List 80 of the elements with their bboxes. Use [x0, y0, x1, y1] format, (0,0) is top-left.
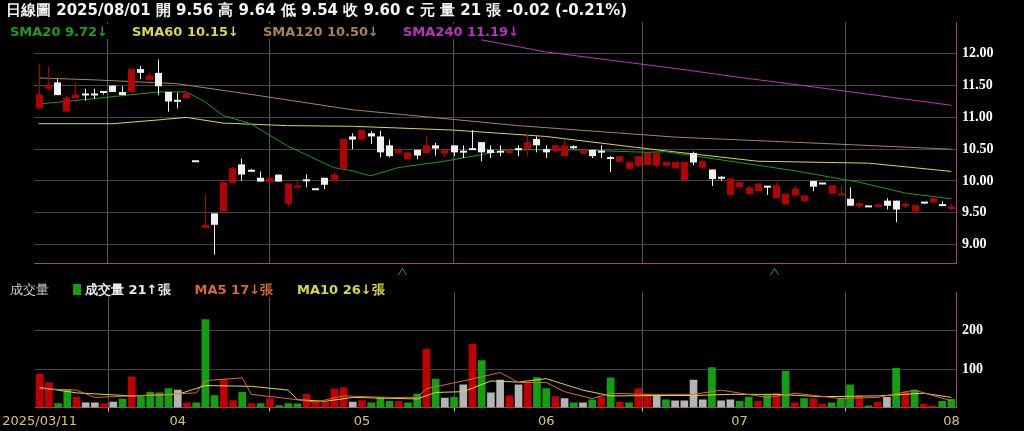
candlestick	[36, 62, 43, 111]
bar	[109, 401, 118, 408]
bar	[348, 401, 357, 408]
y-tick-label: 200	[962, 322, 983, 338]
bar	[800, 398, 808, 408]
bar	[827, 402, 836, 408]
bar	[698, 399, 707, 408]
y-tick-label: 11.00	[962, 108, 993, 124]
bar	[358, 400, 366, 408]
y-tick-label: 9.00	[962, 236, 987, 252]
candlestick	[202, 193, 209, 229]
y-tick-label: 9.50	[962, 204, 987, 220]
candlestick	[847, 186, 854, 207]
bar	[652, 395, 661, 408]
bar	[192, 402, 201, 408]
x-tick-label: 07	[731, 412, 748, 428]
bar	[127, 376, 136, 408]
bar	[505, 395, 514, 408]
bar	[873, 401, 882, 408]
bar	[477, 360, 486, 408]
y-tick-label: 100	[962, 360, 983, 376]
bar	[100, 403, 108, 408]
bar	[662, 399, 670, 408]
text: MA5 17↓張	[192, 282, 276, 297]
bar	[173, 389, 182, 408]
bar	[560, 398, 569, 408]
bar	[754, 400, 762, 408]
candlestick	[524, 132, 531, 157]
text: MA10 26↓張	[295, 282, 387, 297]
candlestick	[155, 59, 162, 96]
bar	[708, 367, 716, 408]
bar	[809, 398, 818, 408]
bar	[569, 402, 578, 408]
bar	[441, 397, 449, 408]
bar	[450, 397, 458, 408]
y-tick-label: 11.50	[962, 77, 993, 93]
bar	[523, 382, 532, 408]
candlestick	[469, 129, 476, 151]
bar	[579, 402, 587, 408]
x-tick-label: 04	[169, 412, 187, 428]
candlestick	[45, 66, 52, 91]
chart-title: 成交量	[8, 282, 51, 297]
y-tick-label: 10.00	[962, 172, 994, 188]
bar	[551, 396, 560, 408]
bar	[45, 382, 53, 408]
bar	[625, 402, 633, 408]
candlestick	[377, 130, 384, 158]
bar	[938, 400, 947, 408]
candlestick	[285, 182, 292, 207]
bar	[367, 402, 376, 408]
bar	[183, 402, 191, 408]
series-label: SMA240 11.19↓	[401, 24, 522, 39]
bar	[883, 397, 891, 408]
bar	[892, 367, 900, 408]
legend-label: 成交量 21↑張	[71, 282, 173, 297]
bar	[791, 402, 799, 408]
x-tick-label: 2025/03/11	[2, 412, 78, 428]
x-tick-label: 08	[943, 412, 960, 428]
x-tick-label: 06	[537, 412, 555, 428]
bar	[744, 396, 753, 408]
candlestick	[238, 158, 245, 182]
y-tick-label: 12.00	[962, 45, 994, 61]
bar	[394, 400, 403, 408]
bar	[459, 384, 468, 408]
text: SMA20 9.72↓	[8, 24, 110, 39]
y-tick-label: 10.50	[962, 140, 994, 156]
bar	[514, 384, 523, 408]
candlestick	[128, 68, 135, 93]
bar	[266, 398, 274, 408]
bar	[717, 400, 725, 408]
bar	[616, 401, 624, 408]
bar	[238, 392, 247, 408]
text: SMA60 10.15↓	[129, 24, 241, 39]
candlestick	[478, 141, 485, 162]
chart-title: 日線圖 2025/08/01 開 9.56 高 9.64 低 9.54 收 9.60 c 元 量 21 張 -0.02 (-0.21%)	[6, 1, 628, 19]
bar	[588, 399, 597, 408]
text: SMA120 10.50↓	[260, 24, 381, 39]
x-tick-label: 05	[353, 412, 371, 428]
bar	[726, 399, 735, 408]
candlestick	[211, 212, 218, 256]
